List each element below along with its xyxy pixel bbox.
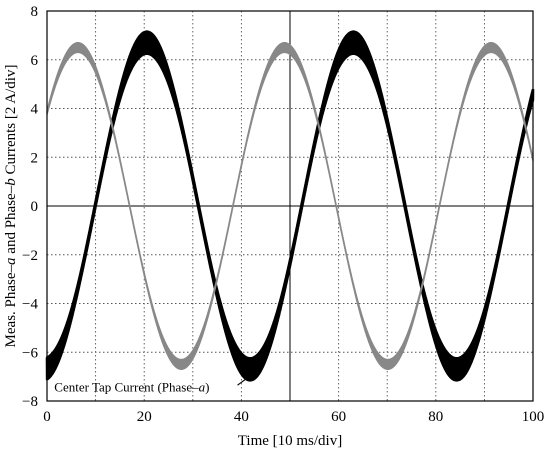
x-tick-label: 40 bbox=[234, 409, 249, 425]
x-tick-label: 100 bbox=[522, 409, 545, 425]
y-tick-label: 6 bbox=[31, 53, 39, 69]
series-line-0 bbox=[45, 30, 535, 382]
x-tick-label: 80 bbox=[428, 409, 443, 425]
y-tick-label: −2 bbox=[22, 248, 38, 264]
y-tick-label: 4 bbox=[31, 102, 39, 118]
y-tick-label: −8 bbox=[22, 394, 38, 410]
y-tick-labels: 8 6 4 2 0 −2 −4 −6 −8 bbox=[22, 4, 38, 410]
x-tick-label: 20 bbox=[137, 409, 152, 425]
plot-border bbox=[46, 10, 534, 402]
series-line-1 bbox=[46, 41, 534, 371]
plot-frame bbox=[46, 10, 534, 402]
y-tick-label: −4 bbox=[22, 297, 38, 313]
axis-labels: Time [10 ms/div] Meas. Phase–a and Phase–… bbox=[3, 65, 342, 449]
y-tick-label: 2 bbox=[31, 150, 39, 166]
y-tick-label: −6 bbox=[22, 345, 38, 361]
annotation-arrow bbox=[237, 371, 257, 386]
series-group bbox=[45, 30, 535, 382]
x-tick-label: 60 bbox=[331, 409, 346, 425]
y-axis-label: Meas. Phase–a and Phase–b Currents [2 A/… bbox=[3, 65, 19, 348]
grid-lines bbox=[47, 11, 533, 401]
x-axis-label: Time [10 ms/div] bbox=[238, 433, 342, 449]
annotation-group: Center Tap Current (Phase–a) bbox=[54, 371, 257, 394]
y-tick-label: 0 bbox=[31, 199, 39, 215]
x-tick-labels: 0 20 40 60 80 100 bbox=[43, 409, 544, 425]
annotation-label: Center Tap Current (Phase–a) bbox=[54, 379, 209, 394]
y-tick-label: 8 bbox=[31, 4, 39, 20]
x-tick-label: 0 bbox=[43, 409, 51, 425]
